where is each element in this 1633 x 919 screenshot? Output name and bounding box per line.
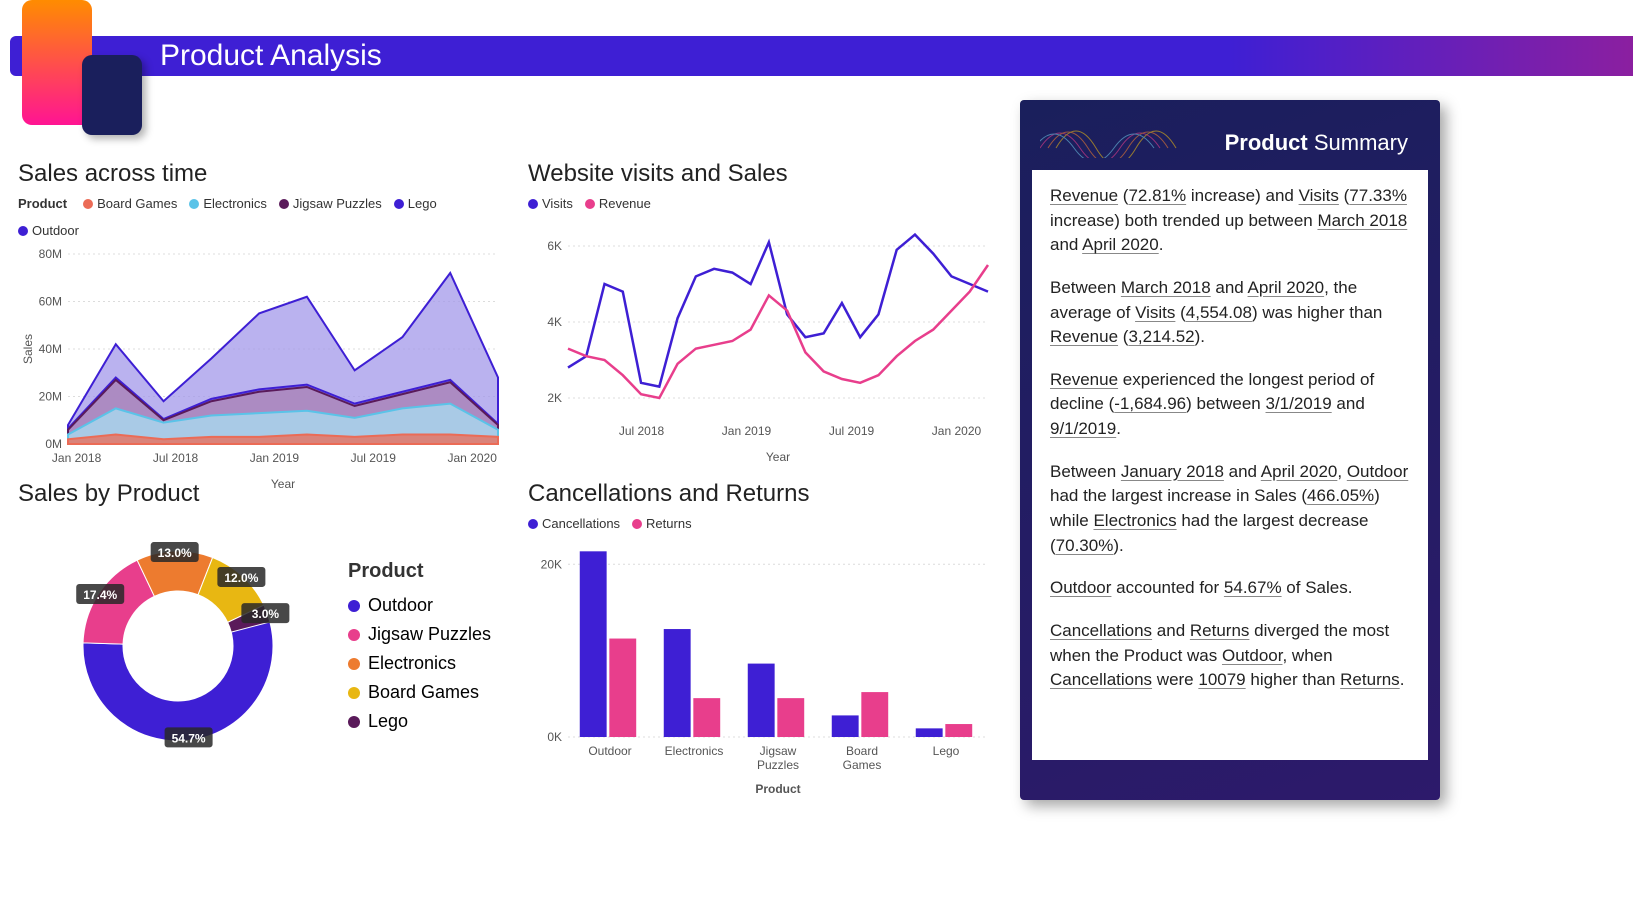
sales-by-product-chart[interactable]: Sales by Product 54.7% 17.4% 13.0% 12.0% 3.0… <box>18 480 508 776</box>
chart-title: Sales across time <box>18 160 508 188</box>
summary-paragraph: Outdoor accounted for 54.67% of Sales. <box>1050 576 1410 601</box>
summary-body[interactable]: Revenue (72.81% increase) and Visits (77… <box>1032 170 1428 760</box>
svg-text:Sales: Sales <box>21 334 35 364</box>
legend-item[interactable]: Electronics <box>189 196 267 211</box>
svg-text:Puzzles: Puzzles <box>757 758 799 772</box>
svg-text:0M: 0M <box>45 437 62 451</box>
cancel-legend: Cancellations Returns <box>528 516 998 531</box>
sales-time-legend: ProductBoard GamesElectronicsJigsaw Puzz… <box>18 196 508 238</box>
svg-text:Outdoor: Outdoor <box>588 744 631 758</box>
visits-legend: Visits Revenue <box>528 196 998 211</box>
legend-item[interactable]: Board Games <box>348 682 491 703</box>
visits-sales-chart[interactable]: Website visits and Sales Visits Revenue 2… <box>528 160 998 472</box>
visits-sales-svg: 2K 4K 6K Jul 2018 Jan 2019 Jul 2019 Jan 2020 Ye… <box>528 217 998 467</box>
svg-text:Jul 2019: Jul 2019 <box>351 451 397 465</box>
summary-paragraph: Cancellations and Returns diverged the m… <box>1050 619 1410 693</box>
svg-text:Electronics: Electronics <box>665 744 724 758</box>
svg-text:17.4%: 17.4% <box>83 588 117 602</box>
svg-text:Jul 2019: Jul 2019 <box>829 424 875 438</box>
svg-text:60M: 60M <box>39 295 62 309</box>
cancellations-returns-chart[interactable]: Cancellations and Returns Cancellations R… <box>528 480 998 802</box>
svg-text:Jigsaw: Jigsaw <box>760 744 797 758</box>
chart-title: Cancellations and Returns <box>528 480 998 508</box>
svg-text:20K: 20K <box>541 557 562 571</box>
svg-text:2K: 2K <box>547 391 562 405</box>
svg-text:Jan 2018: Jan 2018 <box>52 451 102 465</box>
legend-item[interactable]: Electronics <box>348 653 491 674</box>
legend-item[interactable]: Jigsaw Puzzles <box>348 624 491 645</box>
svg-text:40M: 40M <box>39 342 62 356</box>
svg-text:54.7%: 54.7% <box>172 731 206 745</box>
svg-text:Jan 2020: Jan 2020 <box>448 451 498 465</box>
svg-text:6K: 6K <box>547 239 562 253</box>
legend-item[interactable]: Revenue <box>585 196 651 211</box>
legend-item[interactable]: Visits <box>528 196 573 211</box>
svg-text:80M: 80M <box>39 247 62 261</box>
svg-text:Year: Year <box>766 450 790 464</box>
chart-title: Website visits and Sales <box>528 160 998 188</box>
svg-text:Lego: Lego <box>933 744 960 758</box>
svg-text:Jul 2018: Jul 2018 <box>619 424 665 438</box>
svg-text:Games: Games <box>843 758 882 772</box>
svg-text:Product: Product <box>755 782 800 796</box>
svg-text:13.0%: 13.0% <box>158 546 192 560</box>
chart-title: Sales by Product <box>18 480 508 508</box>
svg-text:Jan 2019: Jan 2019 <box>250 451 300 465</box>
legend-item[interactable]: Jigsaw Puzzles <box>279 196 382 211</box>
svg-text:0K: 0K <box>547 730 562 744</box>
legend-item[interactable]: Lego <box>394 196 437 211</box>
svg-text:Jul 2018: Jul 2018 <box>153 451 199 465</box>
legend-item[interactable]: Board Games <box>83 196 177 211</box>
cancel-returns-svg: 0K 20K Outdoor Electronics JigsawPuzzles Boar… <box>528 537 998 797</box>
legend-item[interactable]: Cancellations <box>528 516 620 531</box>
summary-paragraph: Between March 2018 and April 2020, the a… <box>1050 276 1410 350</box>
legend-item[interactable]: Outdoor <box>18 223 79 238</box>
svg-text:3.0%: 3.0% <box>252 607 280 621</box>
summary-panel: Product Summary Revenue (72.81% increase… <box>1020 100 1440 800</box>
logo-navy-block <box>82 55 142 135</box>
svg-text:Jan 2019: Jan 2019 <box>722 424 772 438</box>
svg-text:12.0%: 12.0% <box>224 571 258 585</box>
legend-item[interactable]: Lego <box>348 711 491 732</box>
svg-text:Jan 2020: Jan 2020 <box>932 424 982 438</box>
product-legend: ProductOutdoorJigsaw PuzzlesElectronicsB… <box>348 560 491 732</box>
sales-across-time-chart[interactable]: Sales across time ProductBoard GamesElec… <box>18 160 508 499</box>
header-bar: Product Analysis <box>10 36 1633 76</box>
legend-item[interactable]: Outdoor <box>348 595 491 616</box>
sales-time-svg: 0M 20M 40M 60M 80M Jan 2018 Jul 2018 Jan 2019 Ju… <box>18 244 508 494</box>
summary-paragraph: Revenue experienced the longest period o… <box>1050 368 1410 442</box>
summary-paragraph: Revenue (72.81% increase) and Visits (77… <box>1050 184 1410 258</box>
legend-item[interactable]: Returns <box>632 516 692 531</box>
svg-text:4K: 4K <box>547 315 562 329</box>
summary-paragraph: Between January 2018 and April 2020, Out… <box>1050 460 1410 559</box>
page-title: Product Analysis <box>160 39 382 73</box>
donut-svg: 54.7% 17.4% 13.0% 12.0% 3.0% <box>18 516 308 776</box>
svg-text:Board: Board <box>846 744 878 758</box>
svg-text:20M: 20M <box>39 390 62 404</box>
waves-decoration-icon <box>1040 108 1180 158</box>
